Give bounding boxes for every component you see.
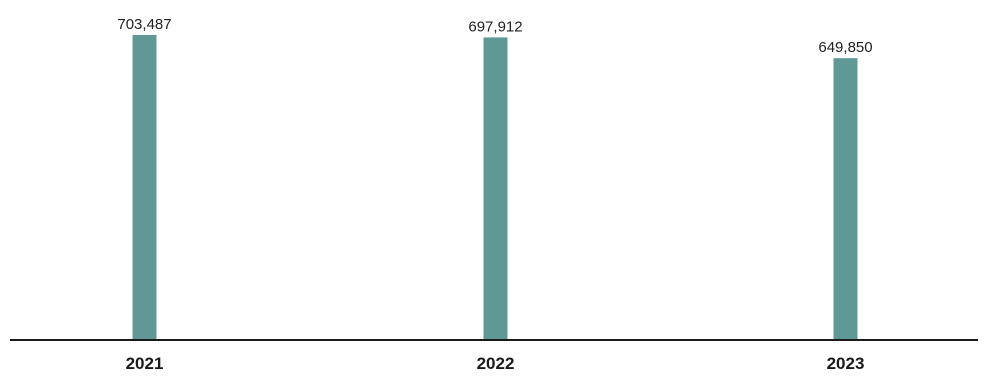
x-tick-label-2021: 2021 [126, 354, 164, 373]
bar-2023 [833, 58, 858, 340]
data-label-2022: 697,912 [468, 18, 522, 35]
bars-group [132, 35, 858, 340]
data-label-2021: 703,487 [117, 16, 171, 33]
data-labels-group: 703,487 697,912 649,850 [117, 16, 872, 56]
bar-2021 [132, 35, 157, 339]
bar-2022 [483, 37, 508, 339]
x-tick-labels-group: 2021 2022 2023 [126, 354, 865, 373]
data-label-2023: 649,850 [818, 39, 872, 56]
x-tick-label-2022: 2022 [477, 354, 515, 373]
x-tick-label-2023: 2023 [827, 354, 865, 373]
